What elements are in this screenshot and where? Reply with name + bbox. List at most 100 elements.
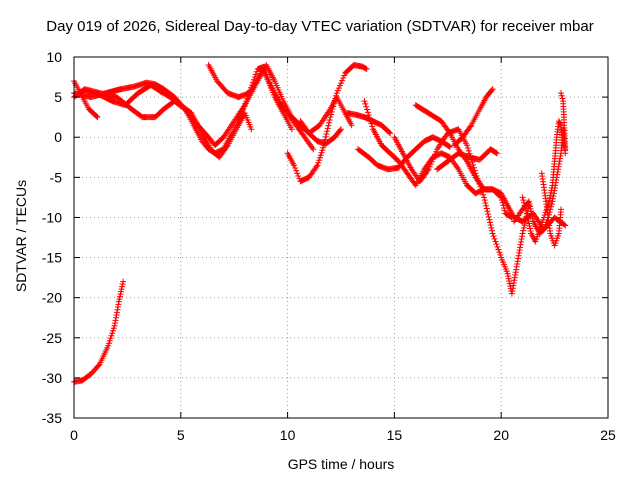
y-tick-label: -35: [42, 410, 62, 426]
data-point: [115, 298, 122, 305]
data-point: [484, 208, 491, 215]
data-point: [501, 207, 508, 214]
data-point: [322, 133, 329, 140]
data-point: [107, 335, 114, 342]
data-point: [319, 147, 326, 154]
data-point: [465, 147, 472, 154]
data-point: [330, 103, 337, 110]
data-point: [488, 224, 495, 231]
data-point: [528, 208, 535, 215]
data-point: [365, 112, 372, 119]
data-point: [506, 280, 513, 287]
data-point: [520, 199, 527, 206]
x-tick-label: 20: [493, 427, 509, 443]
data-point: [546, 194, 553, 201]
data-point: [506, 278, 513, 285]
data-point: [487, 222, 494, 229]
x-tick-label: 0: [70, 427, 78, 443]
data-point: [324, 125, 331, 132]
data-point: [243, 98, 250, 105]
data-point: [507, 213, 514, 220]
y-tick-label: -5: [50, 169, 63, 185]
data-point: [481, 197, 488, 204]
series-sat-s: [558, 90, 569, 153]
data-point: [292, 164, 299, 171]
data-point: [527, 225, 534, 232]
data-point: [519, 230, 526, 237]
x-tick-label: 25: [600, 427, 616, 443]
data-point: [387, 130, 394, 137]
data-point: [253, 68, 260, 75]
data-point: [315, 159, 322, 166]
data-point: [524, 212, 531, 219]
data-point: [546, 197, 553, 204]
data-point: [521, 202, 528, 209]
data-point: [499, 199, 506, 206]
data-point: [498, 197, 505, 204]
data-point: [525, 217, 532, 224]
data-point: [498, 194, 505, 201]
x-tick-label: 5: [177, 427, 185, 443]
data-point: [327, 114, 334, 121]
data-point: [240, 106, 247, 113]
data-point: [527, 203, 534, 210]
data-point: [93, 113, 100, 120]
data-point: [508, 214, 515, 221]
data-point: [313, 163, 320, 170]
data-point: [106, 337, 113, 344]
data-point: [519, 194, 526, 201]
data-point: [326, 116, 333, 123]
data-point: [483, 202, 490, 209]
plot-frame: [73, 56, 609, 419]
data-point: [325, 122, 332, 129]
data-point: [483, 205, 490, 212]
data-point: [105, 342, 112, 349]
data-point: [318, 149, 325, 156]
data-point: [265, 76, 272, 83]
data-point: [446, 143, 453, 150]
data-point: [488, 227, 495, 234]
data-point: [94, 114, 101, 121]
data-point: [362, 100, 369, 107]
data-point: [523, 207, 530, 214]
data-point: [117, 291, 124, 298]
data-point: [464, 145, 471, 152]
data-point: [489, 86, 496, 93]
data-point: [362, 65, 369, 72]
y-tick-label: 0: [54, 129, 62, 145]
data-point: [341, 72, 348, 79]
data-point: [333, 92, 340, 99]
data-point: [430, 153, 437, 160]
data-point: [330, 100, 337, 107]
data-point: [363, 103, 370, 110]
data-point: [366, 114, 373, 121]
data-point: [525, 198, 532, 205]
data-point: [117, 288, 124, 295]
data-point: [547, 189, 554, 196]
data-point: [119, 281, 126, 288]
data-point: [526, 222, 533, 229]
data-point: [501, 205, 508, 212]
data-point: [526, 200, 533, 207]
data-point: [529, 213, 536, 220]
y-tick-label: 10: [46, 49, 62, 65]
series-layer: [71, 62, 569, 385]
data-point: [323, 131, 330, 138]
data-point: [505, 275, 512, 282]
data-point: [424, 167, 431, 174]
data-point: [548, 187, 555, 194]
x-tick-label: 10: [280, 427, 296, 443]
data-point: [427, 161, 434, 168]
data-point: [529, 215, 536, 222]
y-tick-label: 5: [54, 89, 62, 105]
data-point: [293, 167, 300, 174]
data-point: [482, 199, 489, 206]
data-point: [481, 194, 488, 201]
data-point: [497, 193, 504, 200]
data-point: [248, 126, 255, 133]
data-point: [489, 230, 496, 237]
data-point: [520, 197, 527, 204]
data-point: [310, 146, 317, 153]
data-point: [223, 143, 230, 150]
y-tick-label: -25: [42, 330, 62, 346]
